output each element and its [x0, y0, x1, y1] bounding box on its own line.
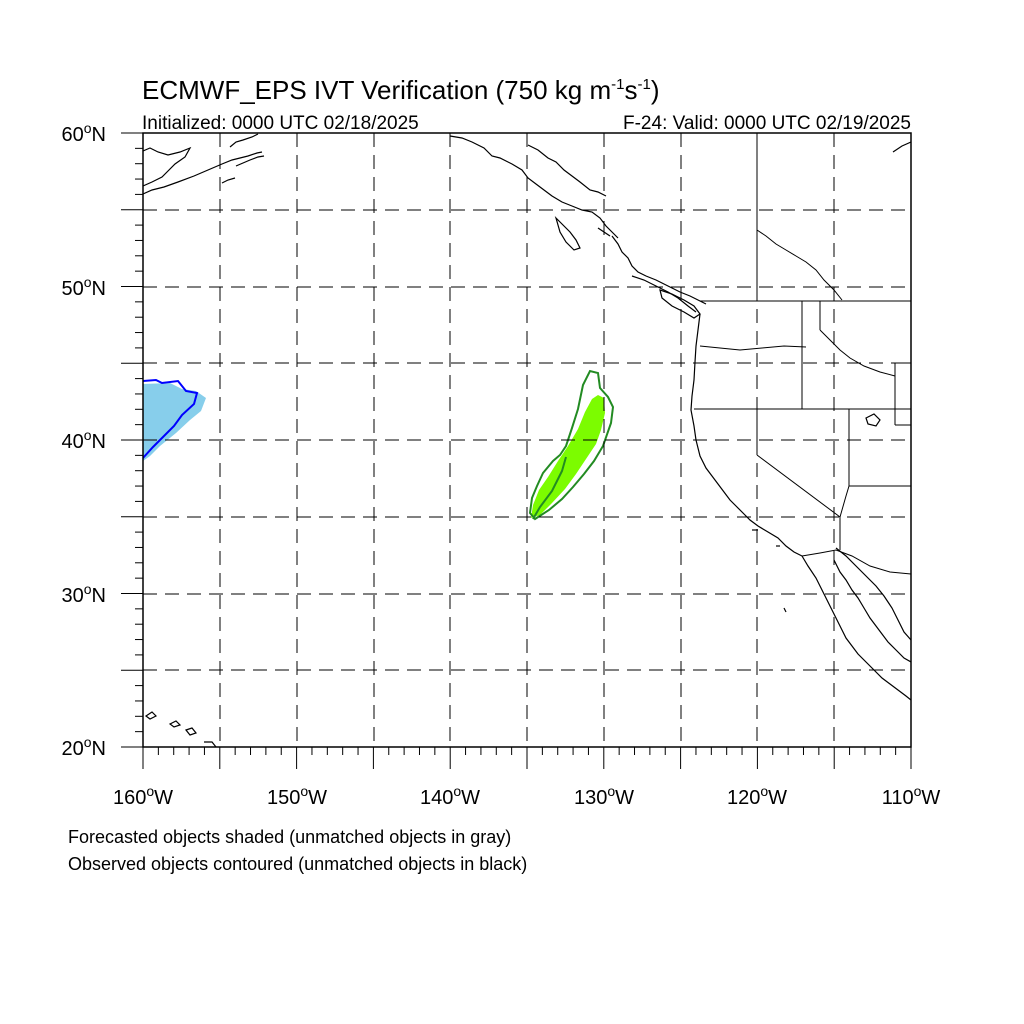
longitude-labels: 160oW 150oW 140oW 130oW 120oW 110oW: [113, 783, 940, 809]
lat-label-20: 20oN: [62, 734, 107, 760]
lon-label-130: 130oW: [574, 783, 634, 809]
lat-label-60: 60oN: [62, 120, 107, 146]
lat-lon-grid: [143, 133, 911, 747]
forecast-legend-note: Forecasted objects shaded (unmatched obj…: [68, 827, 511, 847]
lon-label-110: 110oW: [882, 783, 941, 809]
lon-label-140: 140oW: [420, 783, 480, 809]
map-panel: [143, 133, 911, 747]
forecast-object-green: [531, 395, 605, 518]
latitude-labels: 60oN 50oN 40oN 30oN 20oN: [62, 120, 107, 760]
observed-contour-blue: [143, 378, 199, 459]
valid-time-label: F-24: Valid: 0000 UTC 02/19/2025: [623, 113, 911, 134]
lat-label-40: 40oN: [62, 427, 107, 453]
lat-label-50: 50oN: [62, 274, 107, 300]
coastlines: [143, 133, 911, 747]
lon-label-150: 150oW: [267, 783, 327, 809]
observed-contour-green: [528, 369, 615, 521]
lat-label-30: 30oN: [62, 581, 107, 607]
initialized-label: Initialized: 0000 UTC 02/18/2025: [142, 113, 419, 134]
lon-label-160: 160oW: [113, 783, 173, 809]
axis-ticks: [121, 132, 912, 769]
political-borders: [694, 133, 911, 575]
observed-legend-note: Observed objects contoured (unmatched ob…: [68, 854, 527, 874]
lon-label-120: 120oW: [727, 783, 787, 809]
figure-title: ECMWF_EPS IVT Verification (750 kg m-1s-…: [142, 75, 659, 105]
